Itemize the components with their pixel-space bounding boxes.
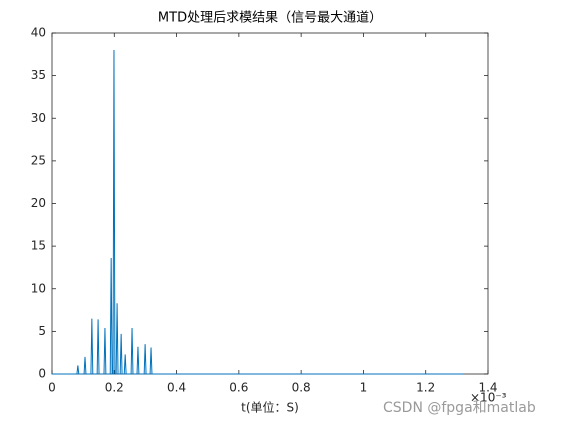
plot-area	[51, 32, 489, 375]
x-tick-label: 1	[360, 381, 368, 395]
y-tick-label: 25	[31, 153, 46, 167]
y-tick-label: 5	[38, 324, 46, 338]
x-tick-label: 0.8	[292, 381, 311, 395]
chart-title: MTD处理后求模结果（信号最大通道）	[158, 11, 382, 26]
y-tick-label: 40	[31, 26, 46, 40]
y-tick-label: 30	[31, 111, 46, 125]
x-tick-label: 1.4	[478, 381, 497, 395]
y-tick-label: 15	[31, 239, 46, 253]
y-tick-label: 20	[31, 196, 46, 210]
y-tick-label: 10	[31, 281, 46, 295]
y-tick-label: 0	[38, 367, 46, 381]
x-axis-label: t(单位：S)	[241, 400, 299, 415]
x-scale-label: ×10⁻³	[470, 391, 507, 405]
y-tick-label: 35	[31, 68, 46, 82]
x-tick-label: 0.2	[105, 381, 124, 395]
data-line	[52, 50, 464, 375]
x-tick-label: 1.2	[416, 381, 435, 395]
x-tick-label: 0.4	[167, 381, 186, 395]
x-tick-label: 0.6	[229, 381, 248, 395]
x-tick-label: 0	[48, 381, 56, 395]
watermark: CSDN @fpga和matlab	[383, 400, 536, 416]
